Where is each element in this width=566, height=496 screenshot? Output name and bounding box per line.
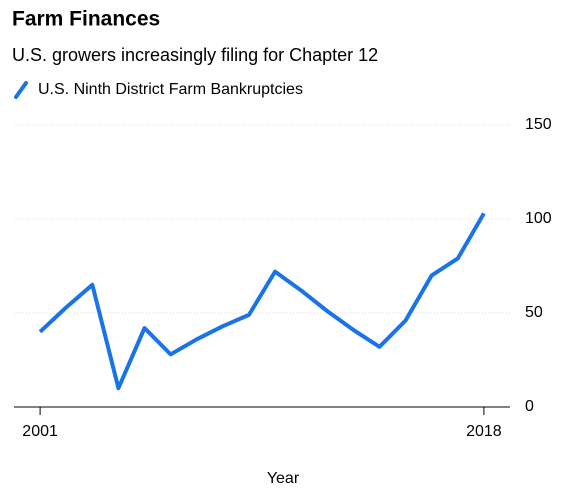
legend-label: U.S. Ninth District Farm Bankruptcies (38, 81, 303, 98)
x-axis-label: Year (267, 470, 300, 487)
data-line (38, 212, 486, 391)
legend-icon (14, 81, 28, 99)
y-tick-label: 100 (525, 210, 552, 227)
chart-title: Farm Finances (12, 8, 160, 31)
y-tick-label: 0 (525, 398, 534, 415)
y-tick-label: 150 (525, 116, 552, 133)
y-tick-label: 50 (525, 304, 543, 321)
chart-subtitle: U.S. growers increasingly filing for Cha… (12, 45, 378, 65)
x-tick-label: 2018 (466, 423, 502, 440)
x-tick-label: 2001 (22, 423, 58, 440)
